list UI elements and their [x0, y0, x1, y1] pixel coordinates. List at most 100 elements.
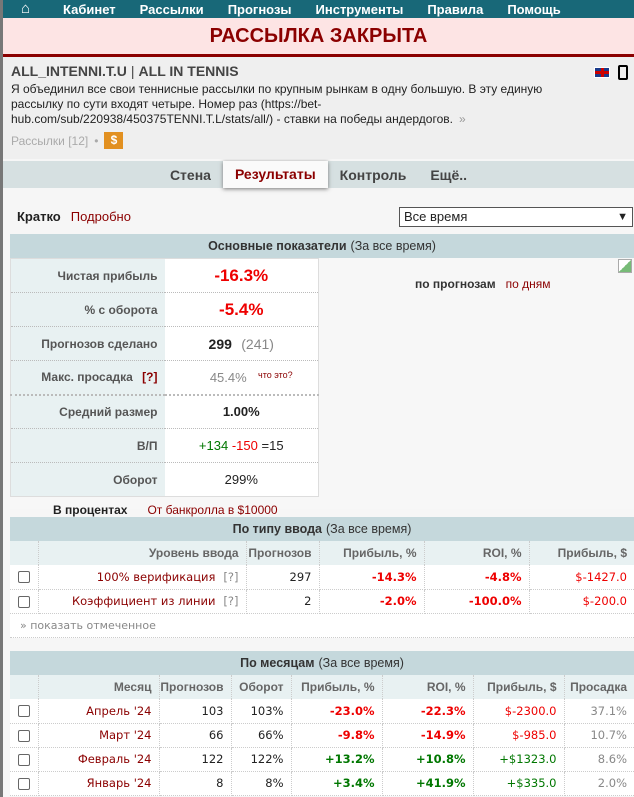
turnover-label: Оборот — [10, 462, 165, 497]
cell: +$335.0 — [473, 771, 565, 796]
view-detailed[interactable]: Подробно — [70, 209, 131, 224]
chevron-down-icon: ▼ — [617, 211, 628, 223]
col-level: Уровень ввода — [38, 541, 247, 565]
table-row: 100% верификация [?] 297 -14.3% -4.8% $-1427.… — [10, 565, 634, 590]
subscription-header: ALL_INTENNI.T.U | ALL IN TENNIS Я объедини… — [3, 57, 634, 159]
row-checkbox[interactable] — [17, 595, 30, 608]
main-stats-panel: Основные показатели (За все время) Чистая… — [10, 234, 634, 517]
nav-tools[interactable]: Инструменты — [315, 1, 404, 17]
main-title: Основные показатели — [208, 239, 347, 253]
view-short[interactable]: Кратко — [17, 209, 61, 224]
cell: -9.8% — [291, 723, 383, 748]
cell: +41.9% — [382, 771, 474, 796]
cell: $-985.0 — [473, 723, 565, 748]
cell: 37.1% — [564, 699, 634, 724]
row-checkbox[interactable] — [17, 705, 30, 718]
net-value: -16.3% — [164, 258, 319, 293]
col-profit-usd: Прибыль, $ — [473, 675, 565, 699]
cell: 8 — [159, 771, 232, 796]
tab-control[interactable]: Контроль — [339, 167, 407, 183]
help-link[interactable]: [?] — [223, 569, 239, 584]
by-month-period: (За все время) — [318, 656, 404, 670]
month-link[interactable]: Апрель '24 — [38, 699, 160, 724]
draws: =15 — [261, 438, 284, 453]
cell: 122 — [159, 747, 232, 772]
bankroll-mode[interactable]: От банкролла в $10000 — [147, 503, 278, 517]
closed-banner: РАССЫЛКА ЗАКРЫТА — [3, 18, 634, 57]
col-drawdown: Просадка — [564, 675, 634, 699]
tab-more[interactable]: Ещё.. — [430, 167, 468, 183]
col-profit-pct: Прибыль, % — [291, 675, 383, 699]
month-link[interactable]: Январь '24 — [38, 771, 160, 796]
mobile-icon[interactable] — [618, 65, 628, 80]
stats-table: Чистая прибыль -16.3% % с оборота -5.4% Пр… — [10, 258, 319, 497]
row-checkbox[interactable] — [17, 777, 30, 790]
chart-by-days[interactable]: по дням — [505, 277, 551, 291]
row-checkbox[interactable] — [17, 571, 30, 584]
level-name[interactable]: Коэффициент из линии — [71, 594, 216, 608]
cell: $-1427.0 — [529, 565, 634, 590]
col-roi: ROI, % — [424, 541, 530, 565]
nav-rules[interactable]: Правила — [427, 1, 484, 17]
cell: 2 — [246, 589, 320, 614]
by-type-title: По типу ввода — [232, 522, 323, 536]
month-link[interactable]: Февраль '24 — [38, 747, 160, 772]
cell: $-200.0 — [529, 589, 634, 614]
percent-mode[interactable]: В процентах — [53, 503, 128, 517]
more-link[interactable]: » — [458, 112, 466, 126]
cell: 66% — [231, 723, 292, 748]
row-checkbox[interactable] — [17, 729, 30, 742]
losses: -150 — [231, 438, 258, 453]
col-count: Прогнозов — [159, 675, 232, 699]
cell: 66 — [159, 723, 232, 748]
subscription-name: ALL IN TENNIS — [138, 63, 239, 79]
home-icon[interactable]: ⌂ — [21, 0, 31, 17]
table-row: Февраль '24 122 122% +13.2% +10.8% +$1323.0 8.… — [10, 747, 634, 772]
help-link[interactable]: [?] — [223, 594, 239, 608]
cell: 8% — [231, 771, 292, 796]
cell: 8.6% — [564, 747, 634, 772]
dd-value: 45.4% — [209, 369, 247, 385]
nav-subscriptions[interactable]: Рассылки — [139, 1, 204, 17]
cell: -100.0% — [424, 589, 530, 614]
table-row: Январь '24 8 8% +3.4% +41.9% +$335.0 2.0% — [10, 771, 634, 796]
broken-image-icon — [618, 259, 632, 273]
wins: +134 — [198, 438, 229, 453]
cell: -4.8% — [424, 565, 530, 590]
nav-forecasts[interactable]: Прогнозы — [227, 1, 292, 17]
month-link[interactable]: Март '24 — [38, 723, 160, 748]
uk-flag-icon[interactable] — [594, 67, 610, 78]
made-label: Прогнозов сделано — [10, 326, 165, 361]
net-label: Чистая прибыль — [10, 258, 165, 293]
col-turnover: Оборот — [231, 675, 292, 699]
tab-wall[interactable]: Стена — [169, 167, 211, 183]
cell: 2.0% — [564, 771, 634, 796]
show-checked-link[interactable]: » показать отмеченное — [10, 613, 634, 638]
cell: -14.3% — [319, 565, 425, 590]
row-checkbox[interactable] — [17, 753, 30, 766]
made-value: 299 — [208, 335, 232, 352]
paid-badge: $ — [104, 132, 124, 149]
subscriptions-link[interactable]: Рассылки [12] — [11, 133, 89, 148]
period-select[interactable]: Все время ▼ — [399, 207, 633, 227]
cell: -14.9% — [382, 723, 474, 748]
cell: $-2300.0 — [473, 699, 565, 724]
cell: 122% — [231, 747, 292, 772]
by-type-panel: По типу ввода (За все время) Уровень ввод… — [10, 517, 634, 638]
dd-help[interactable]: [?] — [142, 370, 158, 385]
tabs: Стена Результаты Контроль Ещё.. — [3, 161, 634, 188]
chart-by-tips[interactable]: по прогнозам — [415, 277, 496, 291]
col-roi: ROI, % — [382, 675, 474, 699]
nav-help[interactable]: Помощь — [507, 1, 561, 17]
separator: | — [130, 63, 135, 79]
nav-cabinet[interactable]: Кабинет — [63, 1, 116, 17]
level-name[interactable]: 100% верификация — [96, 569, 216, 584]
dd-what[interactable]: что это? — [258, 369, 293, 380]
top-nav: ⌂ Кабинет Рассылки Прогнозы Инструменты … — [3, 0, 634, 18]
period-value: Все время — [404, 209, 468, 224]
avg-label: Средний размер — [10, 393, 165, 429]
col-profit-pct: Прибыль, % — [319, 541, 425, 565]
tab-results[interactable]: Результаты — [222, 161, 328, 188]
login: ALL_INTENNI.T.U — [11, 63, 127, 79]
by-type-period: (За все время) — [326, 522, 412, 536]
